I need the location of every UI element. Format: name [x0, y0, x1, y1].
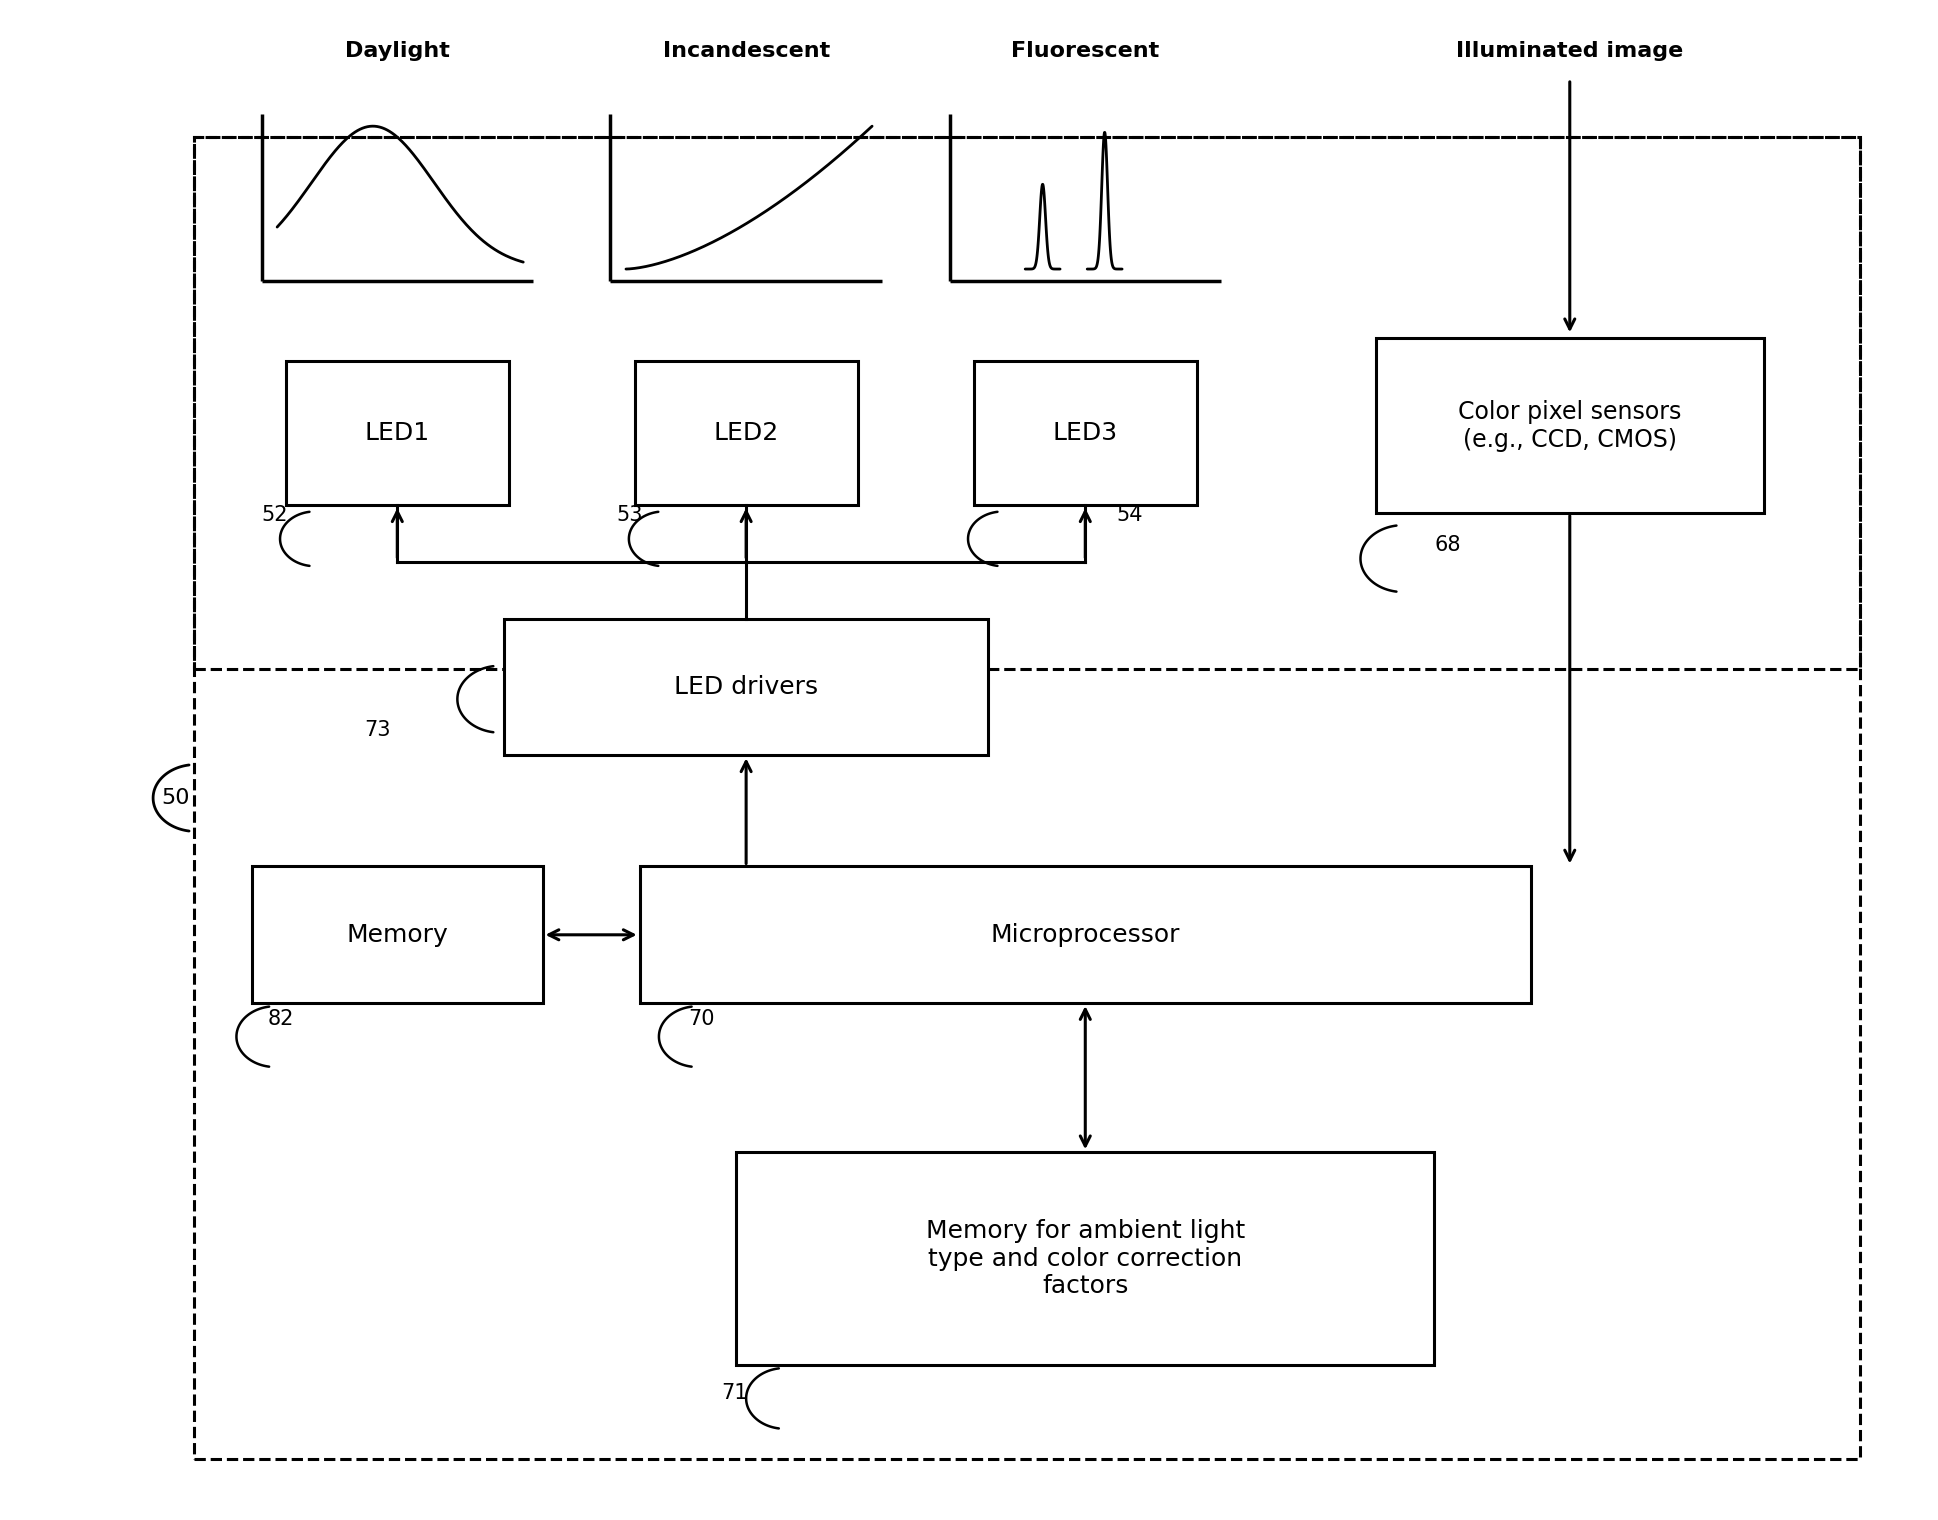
FancyBboxPatch shape: [504, 619, 988, 755]
Text: Microprocessor: Microprocessor: [990, 923, 1180, 947]
FancyBboxPatch shape: [975, 362, 1198, 505]
Text: 50: 50: [161, 787, 190, 809]
Text: Incandescent: Incandescent: [663, 41, 829, 61]
Text: Memory for ambient light
type and color correction
factors: Memory for ambient light type and color …: [926, 1219, 1244, 1298]
Text: Fluorescent: Fluorescent: [1012, 41, 1159, 61]
Text: LED1: LED1: [364, 421, 430, 445]
Text: Daylight: Daylight: [345, 41, 450, 61]
Text: 70: 70: [688, 1009, 715, 1029]
Text: 71: 71: [721, 1383, 748, 1403]
Text: Illuminated image: Illuminated image: [1455, 41, 1684, 61]
Text: 82: 82: [267, 1009, 295, 1029]
Text: 73: 73: [364, 720, 391, 740]
Text: LED3: LED3: [1052, 421, 1118, 445]
Text: 68: 68: [1434, 535, 1461, 555]
Text: Memory: Memory: [347, 923, 448, 947]
FancyBboxPatch shape: [1376, 339, 1764, 514]
Text: LED2: LED2: [713, 421, 779, 445]
Text: 52: 52: [262, 505, 289, 524]
Text: 54: 54: [1116, 505, 1143, 524]
FancyBboxPatch shape: [252, 866, 543, 1003]
Text: LED drivers: LED drivers: [674, 675, 818, 699]
FancyBboxPatch shape: [640, 866, 1531, 1003]
FancyBboxPatch shape: [636, 362, 857, 505]
FancyBboxPatch shape: [736, 1152, 1434, 1365]
Text: Color pixel sensors
(e.g., CCD, CMOS): Color pixel sensors (e.g., CCD, CMOS): [1457, 400, 1682, 451]
Text: 53: 53: [616, 505, 643, 524]
FancyBboxPatch shape: [285, 362, 508, 505]
